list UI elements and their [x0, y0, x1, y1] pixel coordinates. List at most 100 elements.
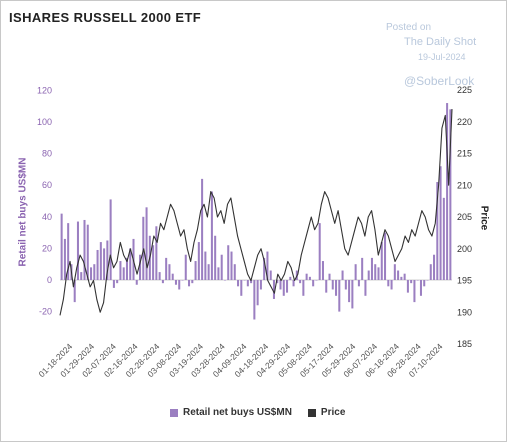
bar-retail-net-buys	[446, 103, 449, 280]
bar-retail-net-buys	[223, 280, 226, 281]
bar-retail-net-buys	[230, 251, 233, 280]
bar-retail-net-buys	[390, 280, 393, 290]
bar-retail-net-buys	[272, 280, 275, 299]
bar-retail-net-buys	[351, 280, 354, 309]
bar-retail-net-buys	[243, 280, 246, 281]
bar-retail-net-buys	[439, 166, 442, 280]
bar-retail-net-buys	[312, 280, 315, 287]
bar-retail-net-buys	[76, 221, 79, 280]
bar-retail-net-buys	[178, 280, 181, 290]
bar-retail-net-buys	[410, 280, 413, 284]
bar-retail-net-buys	[292, 280, 295, 287]
bar-retail-net-buys	[165, 257, 168, 280]
bar-retail-net-buys	[210, 191, 213, 280]
y-right-tick-label: 185	[457, 339, 472, 349]
bar-retail-net-buys	[393, 264, 396, 280]
bar-retail-net-buys	[220, 254, 223, 280]
bar-retail-net-buys	[204, 251, 207, 280]
bar-retail-net-buys	[449, 109, 452, 280]
bar-retail-net-buys	[374, 264, 377, 280]
bar-retail-net-buys	[60, 213, 63, 280]
bar-retail-net-buys	[67, 223, 70, 280]
bar-retail-net-buys	[86, 224, 89, 280]
bar-retail-net-buys	[384, 232, 387, 280]
bar-retail-net-buys	[103, 248, 106, 280]
watermark-handle: @SoberLook	[404, 74, 475, 88]
bar-retail-net-buys	[122, 267, 125, 280]
bar-retail-net-buys	[419, 280, 422, 296]
bar-retail-net-buys	[397, 270, 400, 280]
bar-retail-net-buys	[73, 280, 76, 303]
y-left-tick-label: 20	[42, 243, 52, 253]
bar-retail-net-buys	[129, 248, 132, 280]
bar-retail-net-buys	[191, 280, 194, 284]
y-left-tick-label: 40	[42, 212, 52, 222]
bar-retail-net-buys	[227, 245, 230, 280]
bar-retail-net-buys	[367, 270, 370, 280]
y-axis-left-label: Retail net buys US$MN	[17, 157, 29, 267]
bar-retail-net-buys	[286, 280, 289, 293]
bar-retail-net-buys	[361, 257, 364, 280]
bar-retail-net-buys	[237, 280, 240, 287]
bar-retail-net-buys	[155, 226, 158, 280]
bar-retail-net-buys	[233, 264, 236, 280]
watermark-source: The Daily Shot	[404, 36, 477, 48]
bar-retail-net-buys	[403, 273, 406, 280]
bar-retail-net-buys	[188, 280, 191, 287]
bar-retail-net-buys	[217, 267, 220, 280]
y-left-tick-label: 120	[37, 85, 52, 95]
bar-retail-net-buys	[433, 254, 436, 280]
bar-retail-net-buys	[250, 280, 253, 284]
bar-retail-net-buys	[302, 280, 305, 296]
y-right-tick-label: 200	[457, 244, 472, 254]
bar-retail-net-buys	[181, 280, 184, 281]
bar-retail-net-buys	[331, 280, 334, 290]
bar-retail-net-buys	[344, 280, 347, 290]
bar-retail-net-buys	[325, 280, 328, 293]
bar-retail-net-buys	[263, 257, 266, 280]
y-axis-right-label: Price	[478, 205, 490, 231]
bar-retail-net-buys	[289, 276, 292, 280]
bar-retail-net-buys	[282, 280, 285, 296]
y-left-tick-label: 100	[37, 117, 52, 127]
y-right-tick-label: 215	[457, 149, 472, 159]
bar-retail-net-buys	[184, 254, 187, 280]
bar-retail-net-buys	[380, 242, 383, 280]
bar-retail-net-buys	[256, 280, 259, 306]
legend-label-price: Price	[320, 407, 346, 418]
bar-retail-net-buys	[171, 273, 174, 280]
y-left-tick-label: 80	[42, 149, 52, 159]
bar-retail-net-buys	[315, 280, 318, 281]
bar-retail-net-buys	[328, 273, 331, 280]
bar-retail-net-buys	[377, 267, 380, 280]
price-line	[59, 109, 453, 316]
bar-retail-net-buys	[348, 280, 351, 303]
bar-retail-net-buys	[413, 280, 416, 303]
legend-item-price: Price	[307, 407, 346, 418]
bar-retail-net-buys	[253, 280, 256, 320]
bar-retail-net-buys	[357, 280, 360, 287]
watermark-posted-on: Posted on	[386, 22, 432, 33]
bar-retail-net-buys	[279, 280, 282, 290]
bar-retail-net-buys	[305, 273, 308, 280]
watermark-date: 19-Jul-2024	[418, 52, 466, 62]
bar-retail-net-buys	[416, 280, 419, 281]
bar-retail-net-buys	[426, 280, 429, 281]
bar-retail-net-buys	[194, 261, 197, 280]
bar-retail-net-buys	[116, 280, 119, 284]
bar-retail-net-buys	[269, 270, 272, 280]
legend-item-retail: Retail net buys US$MN	[170, 407, 292, 418]
bar-retail-net-buys	[266, 251, 269, 280]
bar-retail-net-buys	[106, 240, 109, 280]
bar-retail-net-buys	[370, 257, 373, 280]
bar-retail-net-buys	[135, 280, 138, 285]
y-left-tick-label: 0	[47, 275, 52, 285]
bar-retail-net-buys	[93, 264, 96, 280]
y-right-tick-label: 220	[457, 117, 472, 127]
y-left-tick-label: 60	[42, 180, 52, 190]
bar-retail-net-buys	[145, 207, 148, 280]
bar-retail-net-buys	[341, 270, 344, 280]
bar-retail-net-buys	[308, 276, 311, 280]
bar-retail-net-buys	[142, 216, 145, 280]
